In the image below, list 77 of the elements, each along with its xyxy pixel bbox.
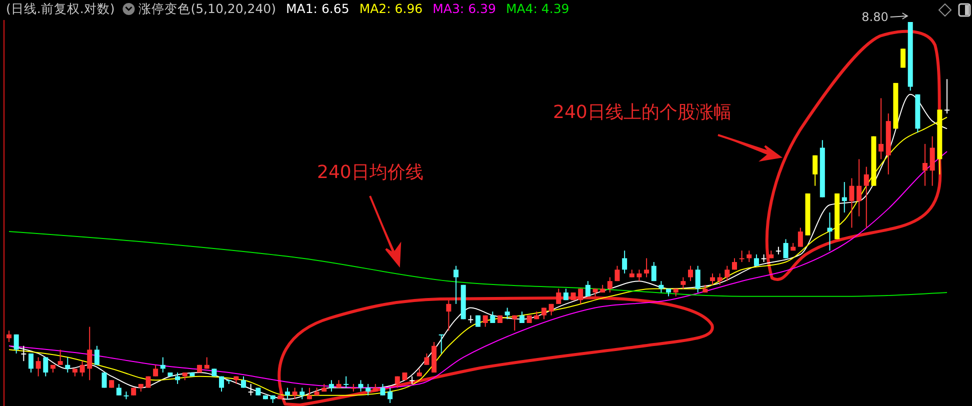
candlestick	[80, 360, 85, 377]
candlestick	[622, 250, 628, 274]
annotation: 240日均价线	[317, 162, 424, 183]
candlestick	[446, 300, 452, 332]
candlestick	[585, 280, 590, 297]
candlestick	[739, 250, 744, 263]
candlestick	[504, 307, 510, 320]
candlestick	[87, 326, 92, 381]
candlestick	[827, 212, 832, 252]
candlestick	[578, 288, 584, 304]
candlestick	[710, 272, 715, 286]
candlestick	[58, 349, 63, 366]
candlestick	[842, 182, 847, 213]
candlestick	[922, 143, 928, 186]
text: MA4: 4.39	[506, 1, 570, 16]
chart-subtitle: 涨停变色(5,10,20,240)	[138, 1, 276, 16]
candlestick	[424, 352, 430, 366]
candlestick	[28, 352, 34, 374]
candlestick	[717, 272, 722, 286]
candlestick	[651, 262, 656, 282]
candlestick	[519, 311, 524, 324]
annotation: 8.80	[862, 10, 888, 24]
candlestick	[160, 356, 166, 374]
candlestick	[366, 383, 371, 396]
candlestick	[644, 258, 650, 278]
candlestick	[695, 265, 700, 294]
candlestick	[43, 356, 48, 377]
candlestick	[878, 98, 884, 160]
candlestick	[688, 265, 694, 282]
candlestick	[14, 334, 19, 354]
candlestick	[856, 158, 862, 217]
candlestick	[21, 345, 26, 362]
candlestick	[724, 265, 730, 282]
candlestick	[680, 276, 686, 290]
candlestick	[380, 383, 386, 396]
candlestick	[94, 345, 100, 366]
candlestick	[944, 78, 950, 114]
chart-title: (日线.前复权.对数)	[6, 1, 115, 16]
candlestick	[328, 380, 334, 392]
candlestick	[175, 372, 180, 384]
candlestick	[864, 166, 869, 228]
candlestick	[754, 254, 759, 266]
candlestick	[512, 314, 518, 332]
candlestick	[241, 376, 246, 388]
candlestick	[490, 311, 496, 324]
candlestick	[292, 387, 298, 400]
candlestick	[636, 269, 642, 282]
candlestick	[614, 265, 620, 282]
candlestick	[219, 376, 224, 392]
text: MA2: 6.96	[359, 1, 423, 16]
candlestick	[783, 238, 788, 259]
candlestick	[900, 48, 906, 68]
candlestick	[798, 227, 803, 248]
candlestick	[746, 250, 752, 263]
text: MA3: 6.39	[432, 1, 496, 16]
candlestick	[658, 280, 664, 294]
candlestick	[438, 334, 444, 354]
candlestick	[65, 356, 70, 374]
candlestick	[36, 356, 41, 377]
candlestick	[454, 265, 459, 304]
candlestick	[930, 136, 935, 186]
annotation: 240日线上的个股涨幅	[553, 102, 732, 123]
candlestick	[153, 364, 158, 377]
candlestick	[6, 330, 12, 343]
candlestick	[116, 383, 122, 396]
candlestick	[607, 276, 612, 294]
candlestick	[388, 387, 393, 404]
candlestick	[849, 178, 854, 228]
candlestick	[358, 380, 364, 392]
candlestick	[248, 383, 254, 396]
candlestick	[284, 387, 290, 400]
text: MA1: 6.65	[286, 1, 350, 16]
candlestick	[102, 372, 107, 388]
candlestick	[300, 387, 305, 400]
candlestick	[344, 376, 349, 388]
candlestick	[556, 288, 562, 304]
candlestick	[812, 154, 818, 186]
